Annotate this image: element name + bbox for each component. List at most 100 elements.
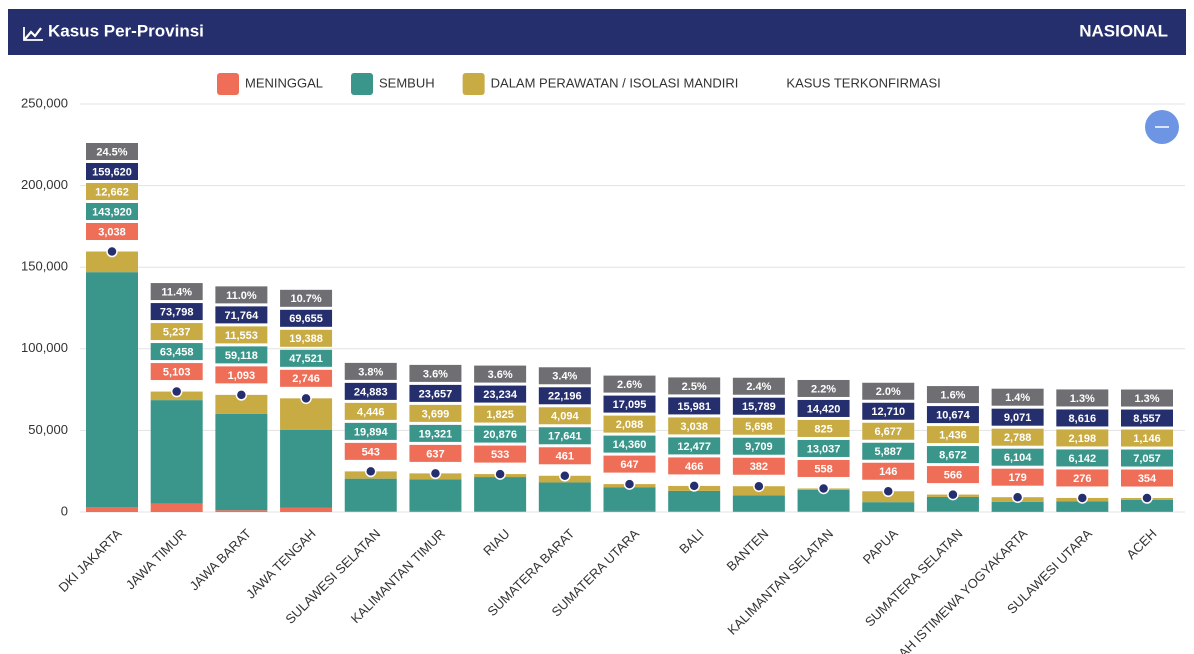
x-tick-label: PAPUA <box>860 526 901 567</box>
bar-segment <box>280 507 333 512</box>
data-label: 13,037 <box>807 443 841 455</box>
legend-label[interactable]: MENINGGAL <box>245 75 323 90</box>
label-box <box>86 223 138 241</box>
label-box <box>344 362 397 380</box>
total-dot <box>1141 492 1153 504</box>
data-label: 1.6% <box>940 389 965 401</box>
bar-segment <box>732 495 785 512</box>
x-tick-label: JAWA BARAT <box>186 526 254 594</box>
label-box <box>603 415 656 433</box>
label-box <box>991 448 1044 466</box>
label-box <box>668 397 721 415</box>
data-label: 1,146 <box>1133 433 1161 445</box>
label-box <box>474 365 527 383</box>
legend-label[interactable]: SEMBUH <box>379 75 435 90</box>
data-label: 3,038 <box>98 226 126 238</box>
label-box <box>280 309 333 327</box>
label-box <box>862 462 915 480</box>
data-label: 17,641 <box>548 431 582 443</box>
bar-segment <box>474 477 527 512</box>
label-box <box>797 459 850 477</box>
data-label: 12,477 <box>677 441 711 453</box>
data-label: 8,672 <box>939 449 967 461</box>
total-dot <box>1076 492 1089 504</box>
label-box <box>409 384 462 402</box>
legend-label[interactable]: DALAM PERAWATAN / ISOLASI MANDIRI <box>491 75 739 90</box>
data-label: 558 <box>814 463 832 475</box>
data-label: 382 <box>750 461 768 473</box>
label-box <box>797 419 850 437</box>
total-dot <box>494 468 506 480</box>
data-label: 5,103 <box>163 366 191 378</box>
label-box <box>603 395 656 413</box>
bar-segment <box>344 511 397 512</box>
total-dot <box>235 389 248 401</box>
legend-label[interactable]: KASUS TERKONFIRMASI <box>786 75 940 90</box>
total-dot <box>882 485 894 498</box>
data-label: 17,095 <box>613 399 647 411</box>
bar-segment <box>797 489 850 512</box>
label-box <box>150 363 203 381</box>
bar-segment <box>344 478 397 512</box>
label-box <box>280 349 333 367</box>
label-box <box>797 399 850 417</box>
total-dot <box>753 480 765 492</box>
bar-segment <box>215 510 268 512</box>
data-label: 461 <box>556 451 574 463</box>
label-box <box>86 203 138 221</box>
data-label: 63,458 <box>160 346 194 358</box>
label-box <box>1121 469 1173 487</box>
data-label: 4,446 <box>357 406 385 418</box>
data-label: 23,657 <box>419 388 453 400</box>
data-label: 6,677 <box>874 426 902 438</box>
data-label: 1,093 <box>228 370 256 382</box>
label-box <box>603 455 656 473</box>
data-label: 24,883 <box>354 386 388 398</box>
bar-segment <box>150 503 203 512</box>
total-dot <box>106 245 118 258</box>
data-label: 533 <box>491 449 509 461</box>
bar-segment <box>1121 499 1173 512</box>
label-box <box>1121 429 1173 447</box>
label-box <box>344 382 397 400</box>
label-box <box>1121 409 1173 427</box>
label-box <box>732 417 785 435</box>
data-label: 2.5% <box>682 381 707 393</box>
data-label: 647 <box>620 459 638 471</box>
data-label: 566 <box>944 469 962 481</box>
bar-segment <box>926 511 979 512</box>
data-label: 5,698 <box>745 421 773 433</box>
label-box <box>732 377 785 395</box>
label-box <box>215 346 268 364</box>
x-tick-label: ACEH <box>1123 526 1159 562</box>
data-label: 24.5% <box>96 146 127 158</box>
label-box <box>732 457 785 475</box>
label-box <box>150 283 203 301</box>
total-dot <box>688 480 700 492</box>
data-label: 10,674 <box>936 409 971 421</box>
x-tick-label: BANTEN <box>724 526 772 574</box>
bar-segment <box>150 400 203 504</box>
label-box <box>474 385 527 403</box>
total-dot <box>365 465 377 478</box>
data-label: 19,894 <box>354 426 389 438</box>
data-label: 1.3% <box>1134 393 1159 405</box>
bar-segment <box>86 507 138 512</box>
label-box <box>409 444 462 462</box>
bar-segment <box>215 394 268 414</box>
x-tick-label: DKI JAKARTA <box>56 526 125 595</box>
label-box <box>86 143 138 161</box>
label-box <box>991 468 1044 486</box>
bar-segment <box>1121 511 1173 512</box>
data-label: 11.0% <box>226 290 257 302</box>
label-box <box>150 323 203 341</box>
label-box <box>1056 469 1109 487</box>
header-scope[interactable]: NASIONAL <box>1079 21 1168 40</box>
data-label: 2.2% <box>811 383 836 395</box>
data-label: 179 <box>1008 472 1026 484</box>
total-dot <box>170 385 183 398</box>
label-box <box>668 437 721 455</box>
label-box <box>862 442 915 460</box>
label-box <box>280 289 333 307</box>
